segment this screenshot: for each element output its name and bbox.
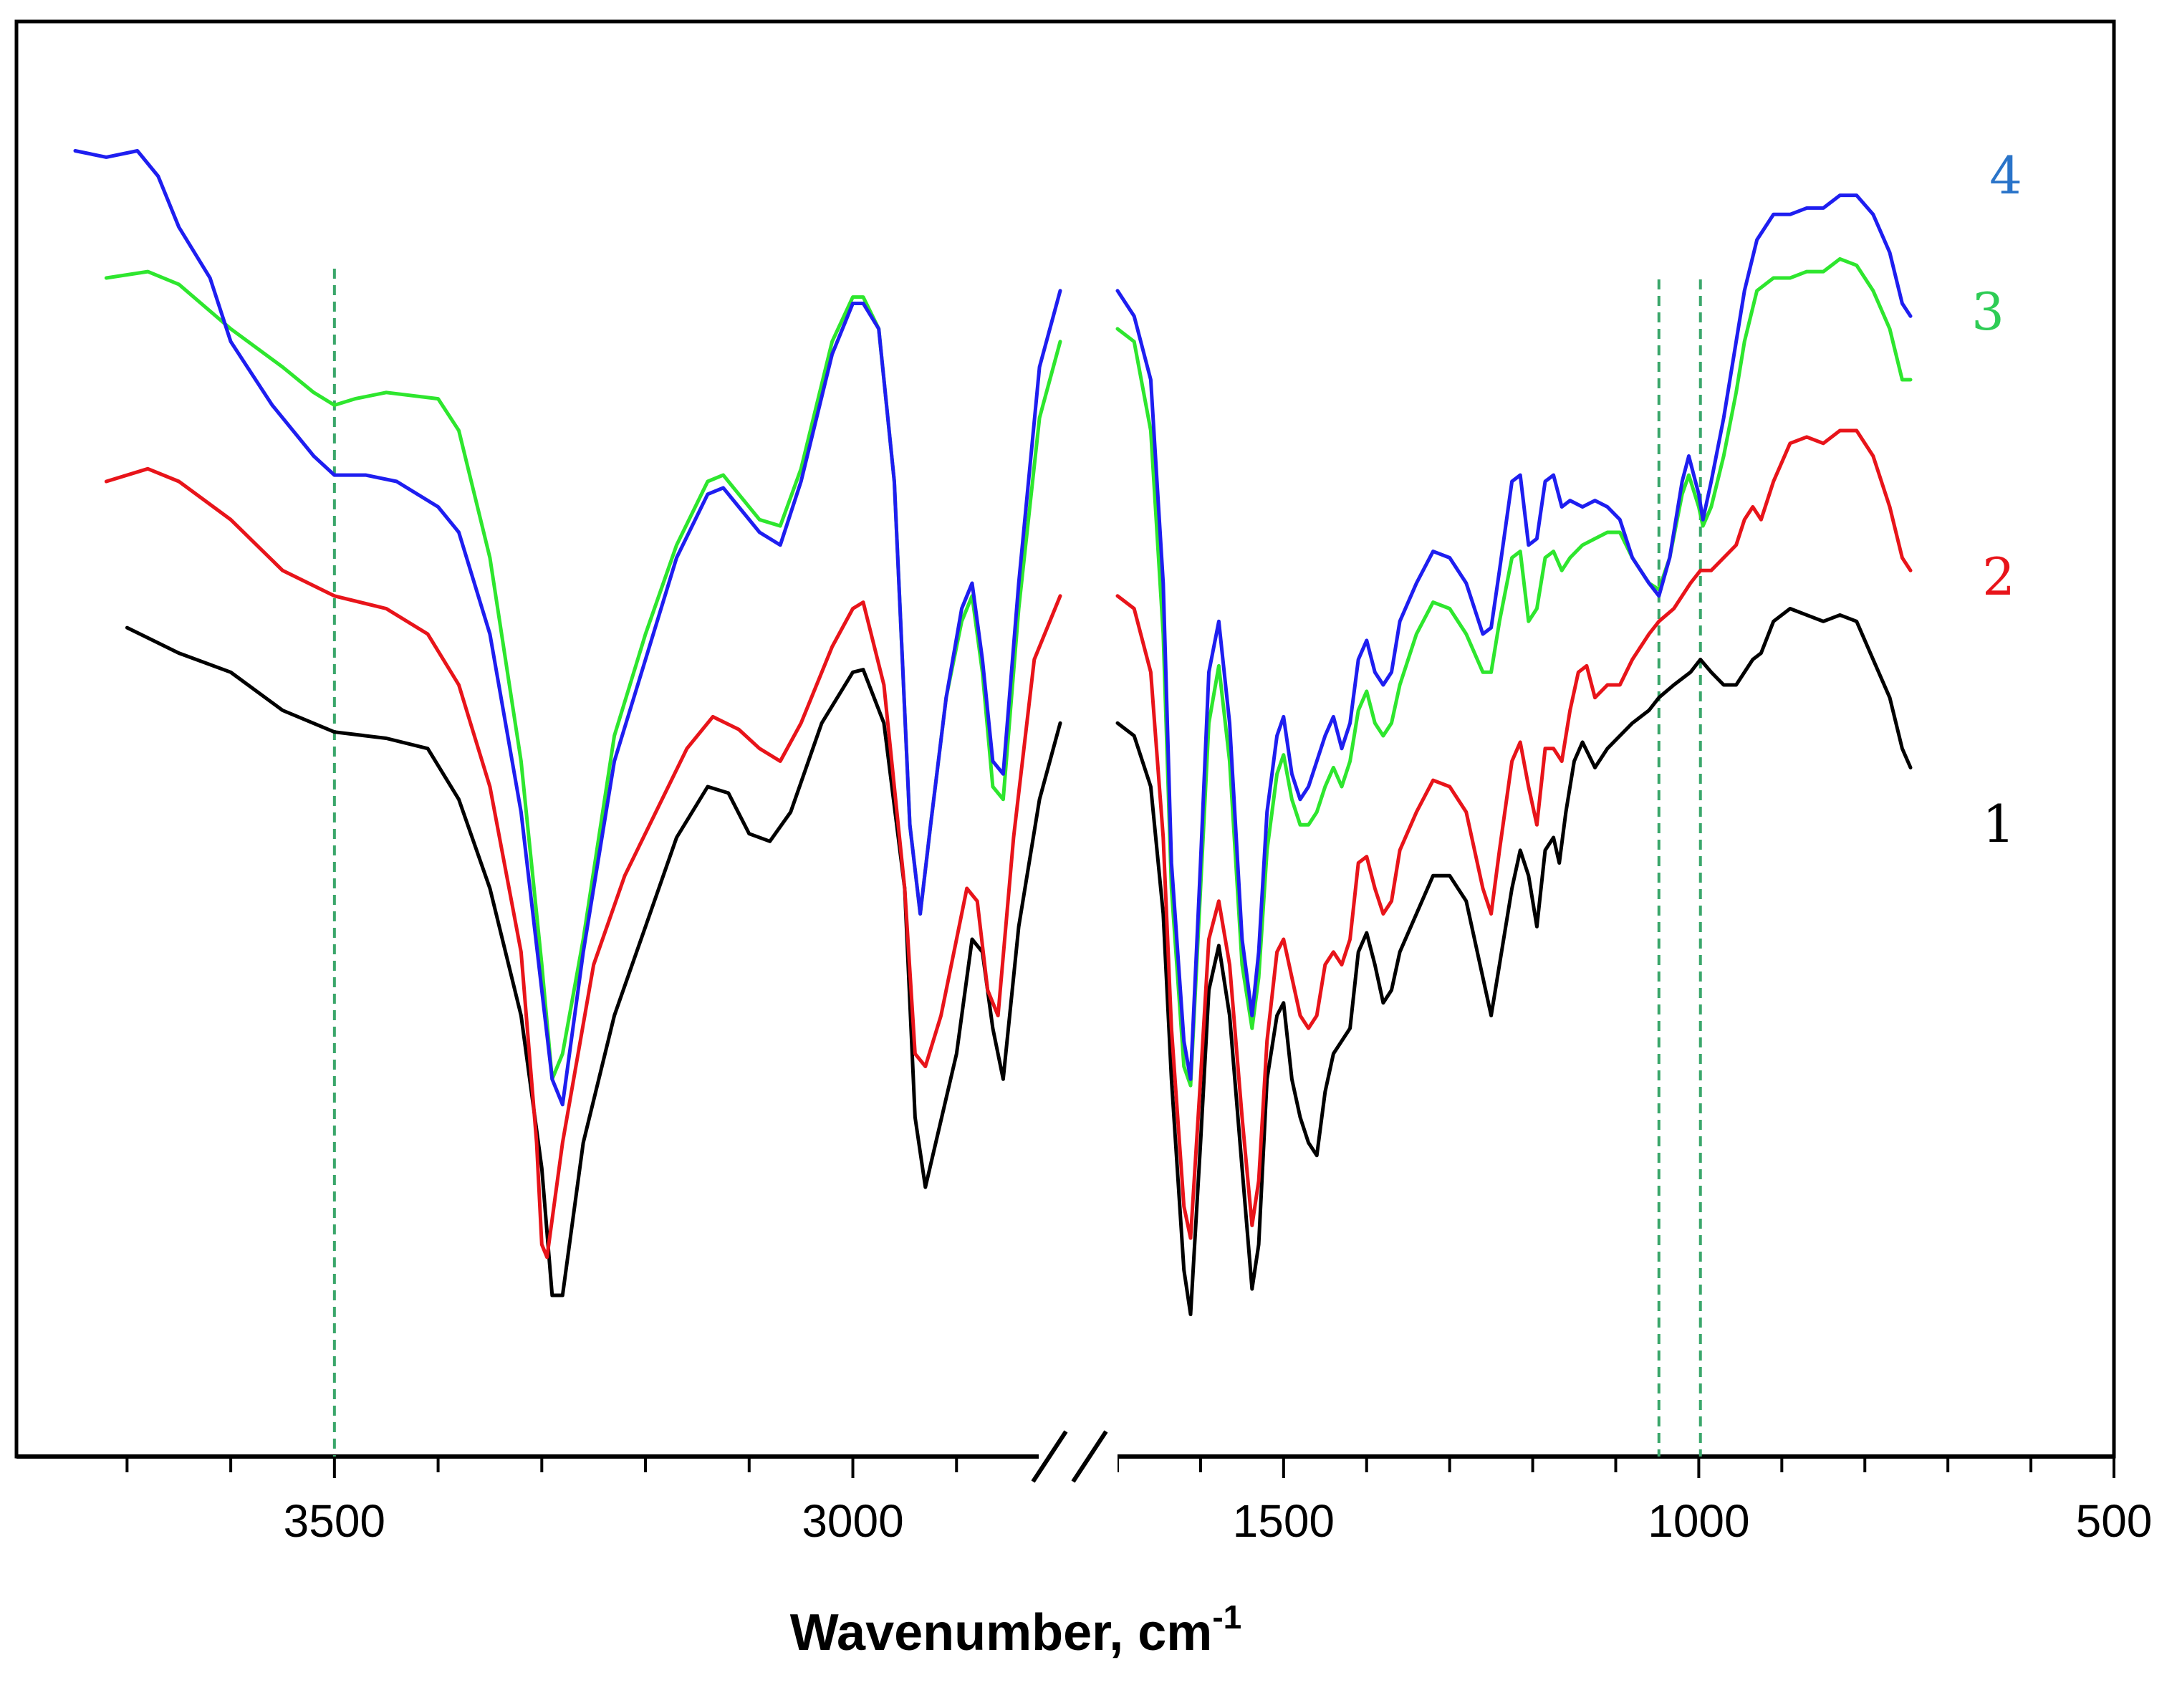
series-line-1-segment-1: [125, 625, 1062, 1297]
series-line-1-segment-2: [1115, 607, 1913, 1317]
series-line-3-segment-2: [1115, 256, 1913, 1088]
series-line-3-segment-1: [104, 269, 1062, 1081]
x-tick-labels: 3500 3000 1500 1000 500: [284, 1495, 2153, 1547]
plot-frame: [14, 19, 2116, 1459]
x-axis-title-superscript: -1: [1212, 1598, 1241, 1636]
series-labels: 1 2 3 4: [1971, 145, 2022, 854]
reference-lines: [332, 269, 1702, 1457]
series-label-2: 2: [1982, 547, 2015, 607]
series-layer: [73, 149, 1913, 1317]
series-label-1: 1: [1982, 794, 2015, 854]
x-tick-label-1000: 1000: [1648, 1495, 1749, 1547]
x-tick-label-3500: 3500: [284, 1495, 385, 1547]
x-tick-label-1500: 1500: [1233, 1495, 1335, 1547]
x-tick-label-3000: 3000: [802, 1495, 903, 1547]
x-tick-label-500: 500: [2076, 1495, 2153, 1547]
x-ticks: [125, 1457, 2115, 1478]
axis-break-marker: [1031, 1429, 1118, 1487]
series-line-2-segment-2: [1115, 428, 1913, 1240]
series-label-4: 4: [1989, 145, 2022, 206]
series-line-2-segment-1: [104, 466, 1062, 1260]
series-label-3: 3: [1971, 282, 2004, 342]
x-axis-title: Wavenumber, cm-1: [790, 1598, 1241, 1661]
series-line-4-segment-1: [73, 149, 1062, 1107]
series-line-4-segment-2: [1115, 193, 1913, 1081]
